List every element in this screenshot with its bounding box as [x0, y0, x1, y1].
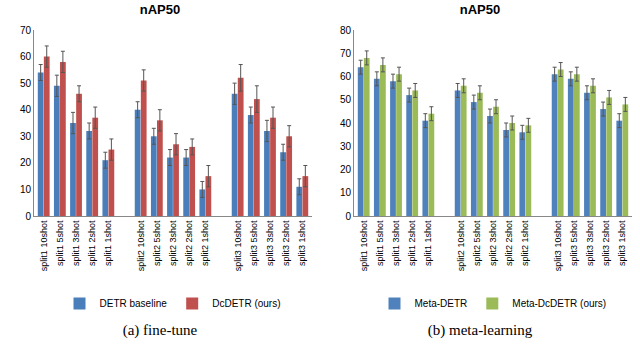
- svg-text:split1 10shot: split1 10shot: [359, 220, 369, 271]
- svg-text:30: 30: [340, 141, 352, 152]
- svg-text:split2 2shot: split2 2shot: [184, 220, 194, 266]
- svg-text:split3 1shot: split3 1shot: [297, 220, 307, 266]
- svg-text:nAP50: nAP50: [460, 2, 500, 17]
- svg-text:split2 1shot: split2 1shot: [520, 220, 530, 266]
- svg-text:40: 40: [20, 104, 32, 115]
- svg-text:split1 1shot: split1 1shot: [103, 220, 113, 266]
- svg-text:split1 5shot: split1 5shot: [375, 220, 385, 266]
- svg-text:split3 3shot: split3 3shot: [585, 220, 595, 266]
- svg-text:split2 2shot: split2 2shot: [504, 220, 514, 266]
- svg-text:50: 50: [340, 94, 352, 105]
- svg-text:50: 50: [20, 78, 32, 89]
- svg-text:split3 5shot: split3 5shot: [249, 220, 259, 266]
- html-text:(a) fine-tune: (a) fine-tune: [122, 322, 198, 338]
- svg-text:split2 5shot: split2 5shot: [152, 220, 162, 266]
- svg-text:split1 10shot: split1 10shot: [39, 220, 49, 271]
- svg-text:0: 0: [25, 211, 31, 222]
- svg-text:10: 10: [340, 187, 352, 198]
- svg-text:40: 40: [340, 118, 352, 129]
- svg-text:split1 1shot: split1 1shot: [423, 220, 433, 266]
- svg-text:split3 3shot: split3 3shot: [265, 220, 275, 266]
- svg-text:split3 2shot: split3 2shot: [281, 220, 291, 266]
- svg-text:nAP50: nAP50: [140, 2, 180, 17]
- svg-text:DcDETR (ours): DcDETR (ours): [212, 298, 280, 309]
- svg-text:split2 3shot: split2 3shot: [168, 220, 178, 266]
- svg-text:Meta-DcDETR (ours): Meta-DcDETR (ours): [512, 298, 606, 309]
- svg-text:split2 10shot: split2 10shot: [136, 220, 146, 271]
- svg-text:60: 60: [340, 71, 352, 82]
- svg-text:DETR baseline: DETR baseline: [100, 298, 168, 309]
- svg-text:split2 10shot: split2 10shot: [456, 220, 466, 271]
- svg-text:split1 2shot: split1 2shot: [87, 220, 97, 266]
- svg-text:split1 3shot: split1 3shot: [391, 220, 401, 266]
- svg-text:split1 2shot: split1 2shot: [407, 220, 417, 266]
- svg-text:20: 20: [340, 164, 352, 175]
- svg-text:split3 10shot: split3 10shot: [553, 220, 563, 271]
- svg-text:split3 5shot: split3 5shot: [569, 220, 579, 266]
- svg-text:split3 1shot: split3 1shot: [617, 220, 627, 266]
- svg-text:split1 5shot: split1 5shot: [55, 220, 65, 266]
- svg-text:split3 10shot: split3 10shot: [233, 220, 243, 271]
- svg-text:Meta-DETR: Meta-DETR: [415, 298, 468, 309]
- svg-text:10: 10: [20, 184, 32, 195]
- svg-text:70: 70: [20, 25, 32, 36]
- html-text:(b) meta-learning: (b) meta-learning: [427, 322, 533, 338]
- svg-text:0: 0: [345, 211, 351, 222]
- svg-text:70: 70: [340, 48, 352, 59]
- svg-text:split1 3shot: split1 3shot: [71, 220, 81, 266]
- svg-text:30: 30: [20, 131, 32, 142]
- svg-text:20: 20: [20, 157, 32, 168]
- svg-text:split2 3shot: split2 3shot: [488, 220, 498, 266]
- svg-text:split3 2shot: split3 2shot: [601, 220, 611, 266]
- svg-text:split2 5shot: split2 5shot: [472, 220, 482, 266]
- svg-text:split2 1shot: split2 1shot: [200, 220, 210, 266]
- svg-text:80: 80: [340, 25, 352, 36]
- svg-text:60: 60: [20, 51, 32, 62]
